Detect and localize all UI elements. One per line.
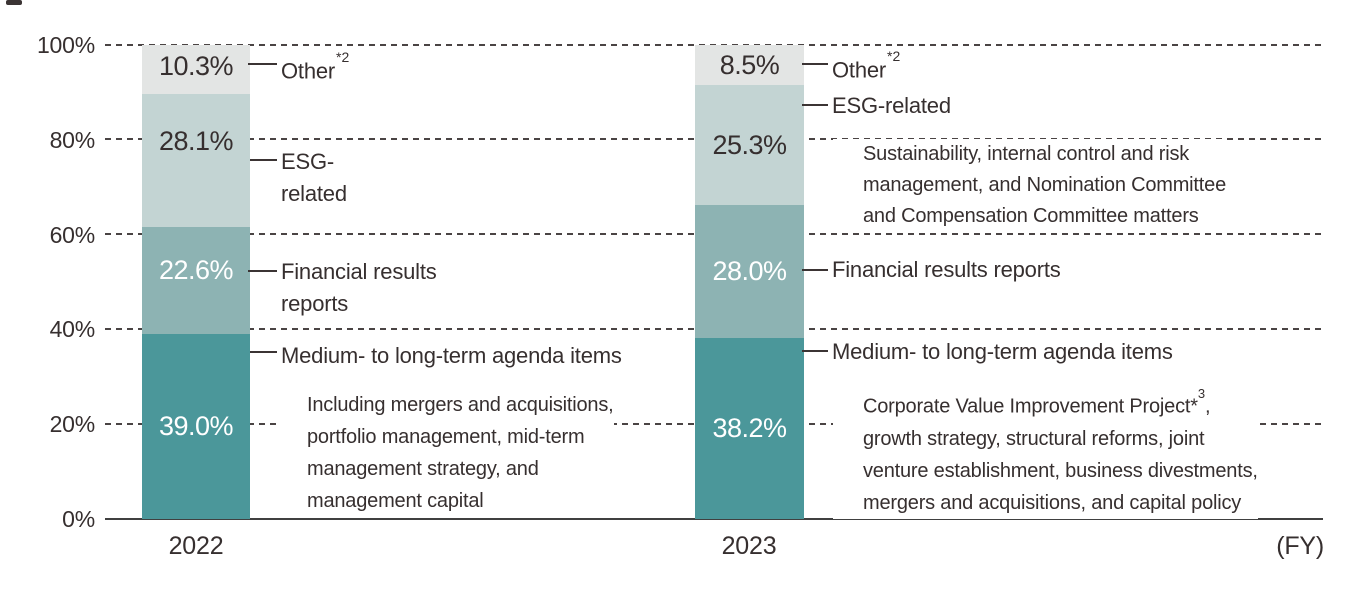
description-line: and Compensation Committee matters: [863, 205, 1199, 227]
bar-2022: 10.3% 28.1% 22.6% 39.0%: [142, 45, 250, 519]
footnote-marker-3: 3: [1197, 386, 1206, 401]
description-line: portfolio management, mid-term: [307, 426, 585, 448]
label-2022-esg-line2: related: [281, 181, 347, 206]
segment-value-label: 39.0%: [158, 411, 234, 442]
segment-2023-medium: 38.2%: [695, 337, 804, 519]
segment-2023-financial: 28.0%: [695, 205, 804, 338]
segment-value-label: 8.5%: [719, 49, 780, 80]
label-2023-esg: ESG-related: [832, 91, 951, 121]
label-2022-other: Other*2: [281, 49, 350, 87]
description-2023-medium: Corporate Value Improvement Project*3, g…: [833, 385, 1258, 519]
connector-2022-financial: [248, 270, 277, 272]
y-tick-label-100: 100%: [36, 32, 95, 58]
description-line: mergers and acquisitions, and capital po…: [863, 491, 1242, 514]
y-tick-label-0: 0%: [62, 506, 95, 532]
description-2023-esg: Sustainability, internal control and ris…: [833, 139, 1226, 232]
description-line1-tail: ,: [1205, 395, 1211, 418]
label-2022-medium: Medium- to long-term agenda items: [281, 341, 622, 371]
segment-2022-medium: 39.0%: [142, 334, 250, 519]
label-2023-other-text: Other: [832, 57, 887, 83]
page-crop-artifact: [6, 0, 22, 5]
segment-value-label: 28.0%: [712, 256, 787, 287]
connector-2023-medium: [802, 350, 828, 352]
segment-value-label: 22.6%: [158, 255, 234, 286]
footnote-marker-2: *2: [336, 49, 350, 65]
y-tick-label-60: 60%: [49, 221, 96, 248]
segment-2022-financial: 22.6%: [142, 227, 250, 335]
label-2022-other-text: Other: [281, 58, 336, 84]
label-2022-financial: Financial results reports: [281, 256, 437, 320]
label-2023-financial: Financial results reports: [832, 255, 1061, 285]
connector-2022-esg: [250, 159, 277, 161]
label-2022-financial-line1: Financial results: [281, 259, 437, 284]
description-line: management strategy, and: [307, 458, 539, 480]
x-axis-label-2022: 2022: [168, 532, 224, 560]
description-line: growth strategy, structural reforms, joi…: [863, 427, 1205, 450]
description-line: Including mergers and acquisitions,: [307, 394, 614, 416]
bar-2023: 8.5% 25.3% 28.0% 38.2%: [695, 45, 804, 519]
connector-2023-other: [802, 63, 828, 65]
description-line: Sustainability, internal control and ris…: [863, 143, 1190, 165]
segment-2023-other: 8.5%: [695, 45, 804, 86]
segment-value-label: 28.1%: [158, 125, 234, 156]
y-tick-label-40: 40%: [49, 316, 96, 343]
y-tick-label-80: 80%: [49, 126, 96, 153]
description-2022-medium: Including mergers and acquisitions, port…: [280, 389, 614, 517]
x-axis-unit-label: (FY): [1276, 532, 1324, 560]
description-line1-text: Corporate Value Improvement Project*: [863, 395, 1198, 418]
footnote-marker-2: *2: [887, 48, 901, 64]
description-line: venture establishment, business divestme…: [863, 459, 1258, 482]
segment-value-label: 10.3%: [158, 50, 234, 81]
description-line: management, and Nomination Committee: [863, 174, 1226, 196]
segment-value-label: 38.2%: [712, 412, 787, 443]
segment-2023-esg: 25.3%: [695, 85, 804, 206]
label-2022-esg: ESG- related: [281, 146, 347, 210]
segment-value-label: 25.3%: [712, 129, 787, 160]
description-line: management capital: [307, 490, 484, 512]
segment-2022-other: 10.3%: [142, 45, 250, 94]
segment-2022-esg: 28.1%: [142, 93, 250, 227]
connector-2022-other: [248, 63, 277, 65]
label-2022-esg-line1: ESG-: [281, 149, 334, 174]
x-axis-label-2023: 2023: [721, 532, 777, 560]
connector-2022-medium: [250, 351, 277, 353]
label-2023-medium: Medium- to long-term agenda items: [832, 337, 1173, 367]
label-2023-other: Other*2: [832, 48, 901, 86]
connector-2023-esg: [802, 104, 828, 106]
description-line: Corporate Value Improvement Project*3,: [863, 385, 1258, 423]
gridline-100: [105, 43, 1323, 46]
label-2022-financial-line2: reports: [281, 291, 349, 316]
connector-2023-financial: [802, 269, 828, 271]
y-tick-label-20: 20%: [49, 411, 96, 438]
